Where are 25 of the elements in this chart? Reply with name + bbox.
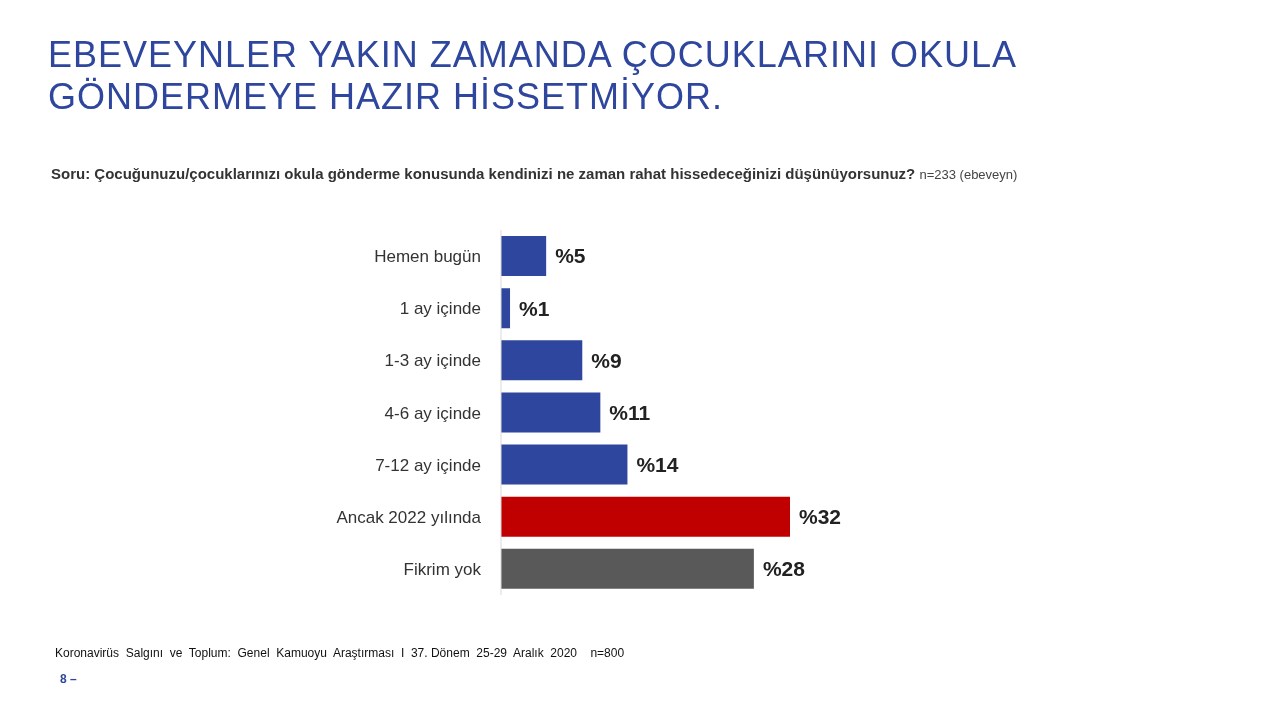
- bar: [501, 548, 754, 589]
- data-label: %14: [636, 453, 679, 477]
- y-tick-label: Ancak 2022 yılında: [336, 507, 482, 527]
- bar: [501, 444, 628, 485]
- data-label: %5: [555, 244, 586, 268]
- chart-title: EBEVEYNLER YAKIN ZAMANDA ÇOCUKLARINI OKULA GÖNDERMEYE HAZIR HİSSETMİYOR.: [48, 34, 1017, 118]
- text: Koronavirüs Salgını ve Toplum: Genel Kamuoyu Araştırması I 37. Dönem 25-29 Aralık 2020 n=800: [55, 646, 625, 660]
- bar: [501, 236, 547, 276]
- text: n=233 (ebeveyn): [919, 167, 1018, 182]
- y-tick-label: 4-6 ay içinde: [384, 403, 481, 423]
- y-tick-label: Hemen bugün: [374, 247, 481, 267]
- bar: [501, 340, 583, 381]
- text: 8 –: [60, 672, 77, 686]
- y-tick-label: 1-3 ay içinde: [384, 351, 481, 371]
- data-label: %11: [609, 400, 651, 424]
- chart-subtitle: Soru: Çocuğunuzu/çocuklarınızı okula gönderme konusunda kendinizi ne zaman rahat hissedeceğinizi düşünüyorsunuz?: [51, 165, 916, 182]
- data-label: %9: [591, 348, 622, 372]
- data-label: %32: [799, 505, 842, 529]
- data-label: %28: [762, 557, 806, 581]
- y-tick-label: 7-12 ay içinde: [375, 455, 481, 475]
- data-label: %1: [519, 296, 550, 320]
- bar: [501, 496, 790, 537]
- y-tick-label: Fikrim yok: [403, 559, 482, 579]
- y-tick-label: 1 ay içinde: [399, 299, 481, 319]
- bar: [501, 392, 601, 433]
